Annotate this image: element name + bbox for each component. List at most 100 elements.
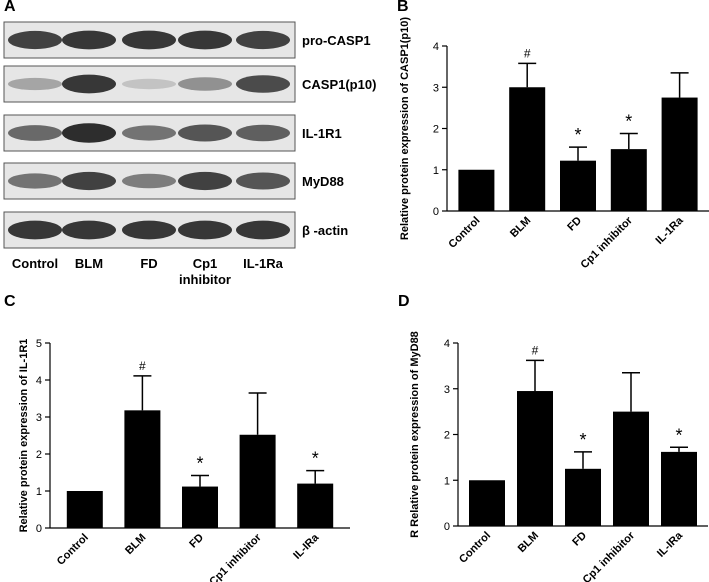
blot-lane-label: FD — [140, 256, 157, 271]
bar-chart-il1r1: 0 1 2 3 4 5 Relative protein expression of IL-… — [18, 338, 350, 582]
western-blot-panel: pro-CASP1 CASP1(p10) IL-1R1 MyD88 β -actin Co… — [3, 21, 376, 287]
y-tick-label: 5 — [36, 338, 42, 350]
bar-blm — [517, 391, 553, 526]
panel-label-a: A — [4, 0, 16, 15]
band-casp1-p10-4 — [178, 77, 232, 91]
band-pro-casp1-5 — [236, 30, 290, 50]
bar-cp1-inhibitor — [239, 434, 276, 528]
blot-lane-label: inhibitor — [179, 272, 231, 287]
y-tick-label: 3 — [36, 412, 42, 424]
bar-fd — [560, 160, 596, 211]
x-tick-label: BLM — [516, 530, 541, 555]
x-tick-label: Control — [446, 215, 482, 251]
y-tick-label: 0 — [444, 521, 450, 533]
y-tick-label: 1 — [444, 475, 450, 487]
band-casp1-p10-2 — [62, 74, 116, 94]
panel-label-b: B — [397, 0, 409, 15]
x-tick-label: Control — [55, 532, 91, 568]
significance-marker: * — [312, 449, 319, 469]
panel-label-d: D — [398, 293, 410, 310]
significance-marker: # — [139, 359, 146, 373]
blot-lane-label: Control — [12, 256, 58, 271]
panel-label-c: C — [4, 293, 16, 310]
blot-row-label: CASP1(p10) — [302, 77, 376, 92]
blot-row-label: pro-CASP1 — [302, 33, 371, 48]
y-tick-label: 0 — [433, 206, 439, 218]
band-actin-3 — [122, 220, 176, 240]
band-casp1-p10-1 — [8, 77, 62, 91]
band-myd88-2 — [62, 171, 116, 191]
x-tick-label: BLM — [508, 215, 533, 240]
y-tick-label: 2 — [433, 124, 439, 136]
band-actin-4 — [178, 220, 232, 240]
bar-control — [66, 491, 103, 528]
x-tick-label: FD — [570, 530, 589, 549]
significance-marker: * — [574, 125, 581, 145]
x-tick-label: FD — [565, 215, 584, 234]
blot-row-label: IL-1R1 — [302, 126, 342, 141]
blot-lane-label: BLM — [75, 256, 103, 271]
bar-cp1-inhibitor — [613, 411, 649, 526]
significance-marker: # — [532, 343, 539, 357]
x-tick-label: BLM — [123, 532, 148, 557]
significance-marker: * — [625, 111, 632, 131]
band-casp1-p10-5 — [236, 75, 290, 93]
x-tick-label: Cp1 inhibitor — [581, 529, 638, 582]
bar-fd — [565, 468, 601, 526]
y-tick-label: 2 — [36, 449, 42, 461]
y-tick-label: 4 — [444, 338, 450, 350]
band-pro-casp1-4 — [178, 30, 232, 50]
bar-blm — [124, 410, 161, 528]
bar-chart-myd88: 0 1 2 3 4 R Relative protein expression of My… — [409, 331, 708, 582]
bar-il-ira — [297, 483, 334, 528]
y-axis-label: Relative protein expression of IL-1R1 — [18, 339, 30, 533]
band-il-1r1-5 — [236, 124, 290, 142]
band-actin-2 — [62, 220, 116, 240]
band-actin-5 — [236, 220, 290, 240]
bar-control — [469, 480, 505, 526]
y-axis-label: R Relative protein expression of MyD88 — [409, 331, 421, 538]
bar-il-ira — [661, 451, 697, 526]
band-myd88-4 — [178, 171, 232, 191]
y-tick-label: 1 — [36, 486, 42, 498]
blot-row-label: MyD88 — [302, 174, 344, 189]
x-tick-label: IL-IRa — [291, 531, 322, 562]
band-myd88-1 — [8, 173, 62, 189]
x-tick-label: Cp1 inhibitor — [578, 214, 635, 271]
band-myd88-3 — [122, 173, 176, 189]
y-tick-label: 3 — [444, 384, 450, 396]
bar-cp1-inhibitor — [610, 149, 647, 211]
band-myd88-5 — [236, 172, 290, 190]
band-casp1-p10-3 — [122, 78, 176, 90]
y-tick-label: 4 — [433, 41, 439, 53]
x-tick-label: IL-1Ra — [653, 214, 686, 247]
y-tick-label: 1 — [433, 165, 439, 177]
blot-row-label: β -actin — [302, 223, 348, 238]
bar-fd — [182, 486, 218, 528]
significance-marker: * — [675, 425, 682, 445]
band-pro-casp1-3 — [122, 30, 176, 50]
band-il-1r1-2 — [62, 123, 116, 143]
blot-lane-label: Cp1 — [193, 256, 218, 271]
x-tick-label: Cp1 inhibitor — [207, 531, 264, 582]
significance-marker: * — [579, 430, 586, 450]
bar-control — [458, 169, 495, 211]
bar-il-1ra — [661, 97, 698, 211]
band-il-1r1-4 — [178, 124, 232, 142]
band-il-1r1-3 — [122, 125, 176, 141]
significance-marker: # — [524, 46, 531, 60]
y-tick-label: 3 — [433, 82, 439, 94]
y-tick-label: 2 — [444, 430, 450, 442]
significance-marker: * — [196, 453, 203, 473]
y-tick-label: 0 — [36, 523, 42, 535]
band-actin-1 — [8, 220, 62, 240]
blot-lane-label: IL-1Ra — [243, 256, 284, 271]
x-tick-label: IL-IRa — [655, 529, 686, 560]
x-tick-label: Control — [457, 530, 493, 566]
band-il-1r1-1 — [8, 125, 62, 141]
bar-chart-casp1: 0 1 2 3 4 Relative protein expression of CASP… — [399, 17, 709, 271]
y-axis-label: Relative protein expression of CASP1(p10… — [399, 17, 411, 240]
bar-blm — [509, 87, 546, 211]
x-tick-label: FD — [187, 532, 206, 551]
y-tick-label: 4 — [36, 375, 42, 387]
